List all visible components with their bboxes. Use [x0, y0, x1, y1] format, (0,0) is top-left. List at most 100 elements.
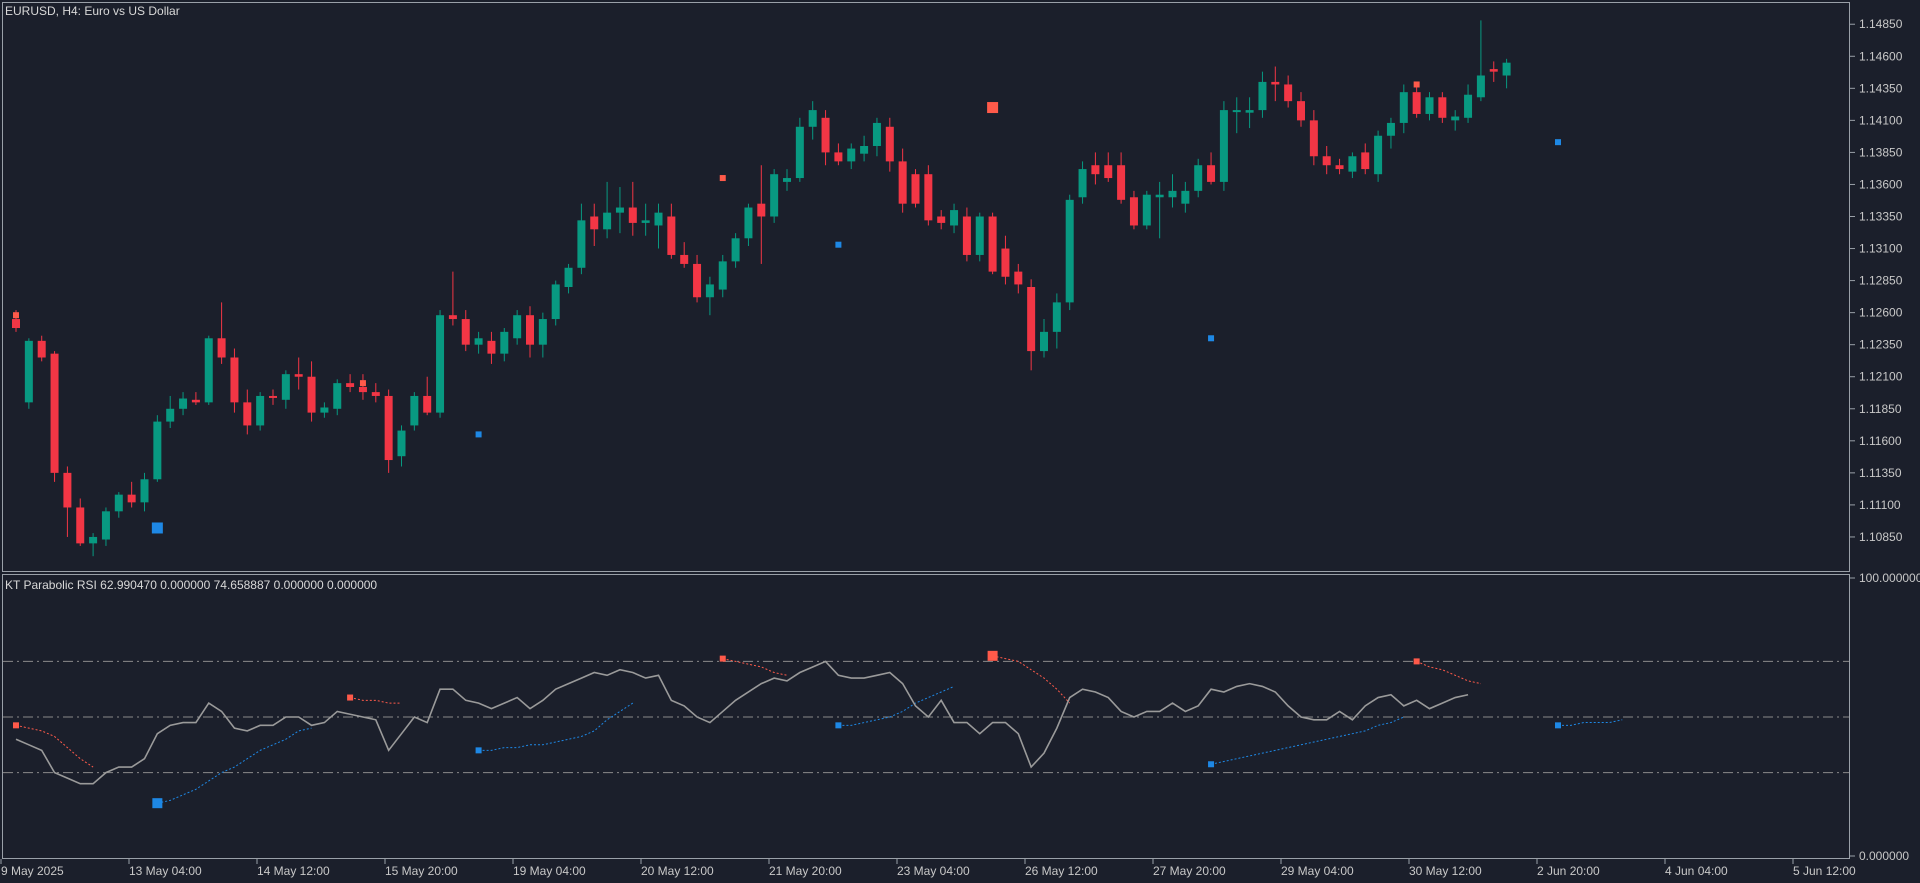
time-tick-label: 9 May 2025: [1, 864, 64, 878]
sar-lower-line: [478, 702, 634, 751]
candle-body: [1104, 165, 1113, 179]
price-tick-label: 1.13350: [1859, 210, 1903, 224]
candle-body: [1129, 197, 1138, 226]
sar-buy-marker: [835, 722, 842, 729]
indicator-axis: 100.000000 0.000000: [1850, 571, 1920, 863]
candle-body: [1309, 120, 1318, 157]
candle-body: [628, 207, 637, 223]
indicator-signal-markers: [13, 650, 1561, 809]
candle-body: [885, 126, 894, 162]
candle-body: [590, 216, 599, 230]
indicator-tick-label: 0.000000: [1859, 849, 1909, 863]
candle-body: [1374, 135, 1383, 175]
sar-sell-marker: [719, 655, 726, 662]
candle-body: [487, 340, 496, 354]
candle-body: [770, 174, 779, 217]
candle-body: [937, 216, 946, 223]
candle-body: [269, 395, 277, 398]
price-tick-label: 1.11100: [1859, 498, 1901, 512]
candle-body: [153, 421, 162, 480]
candle-body: [410, 395, 419, 426]
sar-buy-marker: [475, 747, 482, 754]
sar-buy-marker: [152, 798, 163, 809]
sar-sell-marker: [13, 722, 19, 729]
price-tick-label: 1.12850: [1859, 274, 1903, 288]
price-tick-label: 1.14100: [1859, 113, 1903, 127]
candle-body: [1232, 110, 1241, 113]
time-tick-label: 27 May 20:00: [1153, 864, 1226, 878]
sar-buy-marker: [1208, 761, 1215, 768]
candle-body: [1065, 199, 1074, 303]
candle-body: [1425, 97, 1434, 114]
candle-body: [654, 212, 663, 226]
candle-body: [667, 216, 676, 255]
sar-upper-line: [349, 697, 402, 704]
candle-body: [834, 152, 843, 162]
time-tick-label: 30 May 12:00: [1409, 864, 1482, 878]
candle-body: [1091, 165, 1100, 175]
candle-body: [615, 207, 624, 213]
sar-sell-marker: [987, 650, 998, 661]
candle-body: [757, 203, 766, 217]
candle-body: [89, 536, 98, 544]
candle-body: [731, 238, 740, 262]
sell-signal-marker: [1413, 81, 1420, 88]
candle-body: [860, 146, 869, 154]
candle-body: [821, 117, 830, 153]
parabolic-sar-series: [15, 655, 1623, 804]
sar-upper-line: [722, 658, 788, 676]
time-tick-label: 15 May 20:00: [385, 864, 458, 878]
candle-body: [1142, 194, 1151, 226]
candle-body: [1361, 152, 1370, 170]
candle-body: [744, 207, 753, 239]
candle-body: [1001, 248, 1010, 277]
candle-body: [217, 338, 226, 358]
candle-body: [577, 220, 586, 268]
candle-body: [24, 340, 33, 403]
candle-body: [1027, 287, 1036, 352]
candle-body: [12, 319, 20, 329]
time-tick-label: 20 May 12:00: [641, 864, 714, 878]
price-axis[interactable]: 1.14850 1.14600 1.14350 1.14100 1.13850 1.136…: [1850, 17, 1903, 544]
candle-body: [307, 376, 316, 413]
candle-body: [1194, 165, 1203, 191]
time-tick-label: 2 Jun 20:00: [1537, 864, 1600, 878]
candle-body: [101, 511, 110, 540]
candle-body: [705, 284, 714, 298]
candle-body: [872, 122, 881, 146]
candle-body: [1464, 94, 1473, 118]
price-tick-label: 1.13850: [1859, 145, 1903, 159]
time-tick-label: 23 May 04:00: [897, 864, 970, 878]
time-tick-label: 13 May 04:00: [129, 864, 202, 878]
candle-body: [294, 374, 303, 377]
candle-body: [1181, 190, 1190, 204]
candle-body: [1245, 110, 1254, 113]
price-tick-label: 1.10850: [1859, 530, 1903, 544]
candle-body: [950, 210, 959, 226]
time-tick-label: 19 May 04:00: [513, 864, 586, 878]
price-tick-label: 1.11600: [1859, 434, 1902, 448]
candle-body: [358, 386, 367, 393]
rsi-line: [15, 660, 1469, 785]
candle-body: [1271, 81, 1280, 85]
sar-sell-marker: [347, 694, 354, 701]
candlestick-series[interactable]: [12, 20, 1511, 557]
candle-body: [564, 267, 573, 287]
candle-body: [551, 284, 560, 320]
signal-markers: [13, 81, 1561, 534]
candle-body: [783, 178, 791, 182]
price-tick-label: 1.14850: [1859, 17, 1903, 31]
candle-body: [37, 340, 46, 358]
buy-signal-marker: [835, 241, 842, 248]
candle-body: [924, 174, 933, 221]
time-axis[interactable]: 9 May 2025 13 May 04:00 14 May 12:00 15 May…: [0, 859, 1856, 878]
candle-body: [538, 319, 547, 345]
candle-body: [1502, 62, 1511, 76]
candle-body: [962, 216, 971, 255]
candle-body: [693, 263, 702, 298]
sell-signal-marker: [719, 175, 726, 182]
price-tick-label: 1.12100: [1859, 370, 1903, 384]
candle-body: [397, 430, 406, 457]
sar-sell-marker: [1413, 658, 1420, 665]
